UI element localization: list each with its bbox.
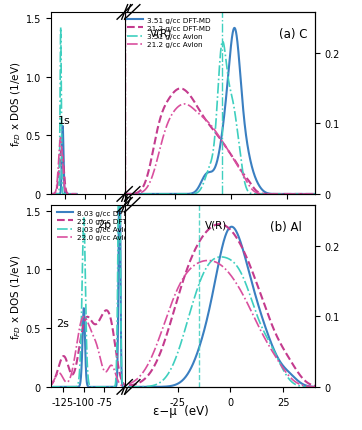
- Text: 1s: 1s: [58, 116, 70, 126]
- Text: (a) C: (a) C: [279, 28, 307, 41]
- Text: V(R): V(R): [151, 28, 173, 38]
- Legend: 8.03 g/cc DFT-MD, 22.0 g/cc DFT-MD, 8.03 g/cc Avlon, 22.0 g/cc Avlon: 8.03 g/cc DFT-MD, 22.0 g/cc DFT-MD, 8.03…: [54, 207, 143, 244]
- Text: V(R): V(R): [205, 220, 227, 230]
- Text: ε−μ  (eV): ε−μ (eV): [153, 404, 209, 417]
- Text: (b) Al: (b) Al: [270, 221, 302, 233]
- Y-axis label: f$_{FD}$ x DOS (1/eV): f$_{FD}$ x DOS (1/eV): [9, 61, 23, 146]
- Legend: 3.51 g/cc DFT-MD, 21.2 g/cc DFT-MD, 3.51 g/cc Avlon, 21.2 g/cc Avlon: 3.51 g/cc DFT-MD, 21.2 g/cc DFT-MD, 3.51…: [125, 15, 213, 51]
- Y-axis label: f$_{FD}$ x DOS (1/eV): f$_{FD}$ x DOS (1/eV): [9, 254, 23, 339]
- Text: 2p: 2p: [97, 220, 111, 230]
- Text: 2s: 2s: [56, 318, 69, 328]
